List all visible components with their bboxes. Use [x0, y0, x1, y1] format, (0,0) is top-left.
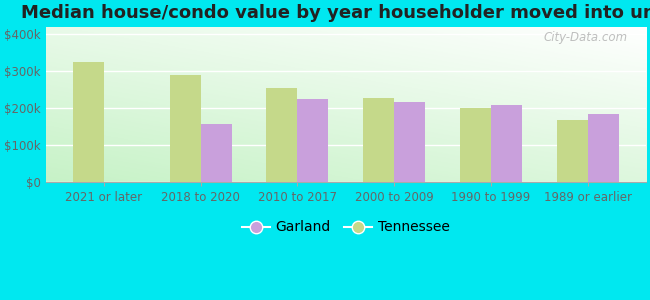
- Bar: [491, 105, 522, 182]
- Bar: [557, 120, 588, 182]
- Bar: [460, 108, 491, 182]
- Legend: Garland, Tennessee: Garland, Tennessee: [237, 215, 455, 240]
- Text: City-Data.com: City-Data.com: [543, 31, 628, 44]
- Bar: [394, 102, 425, 182]
- Bar: [297, 99, 328, 182]
- Bar: [73, 61, 104, 182]
- Bar: [588, 114, 619, 182]
- Bar: [201, 124, 231, 182]
- Bar: [266, 88, 297, 182]
- Bar: [170, 75, 201, 182]
- Bar: [363, 98, 394, 182]
- Title: Median house/condo value by year householder moved into unit: Median house/condo value by year househo…: [21, 4, 650, 22]
